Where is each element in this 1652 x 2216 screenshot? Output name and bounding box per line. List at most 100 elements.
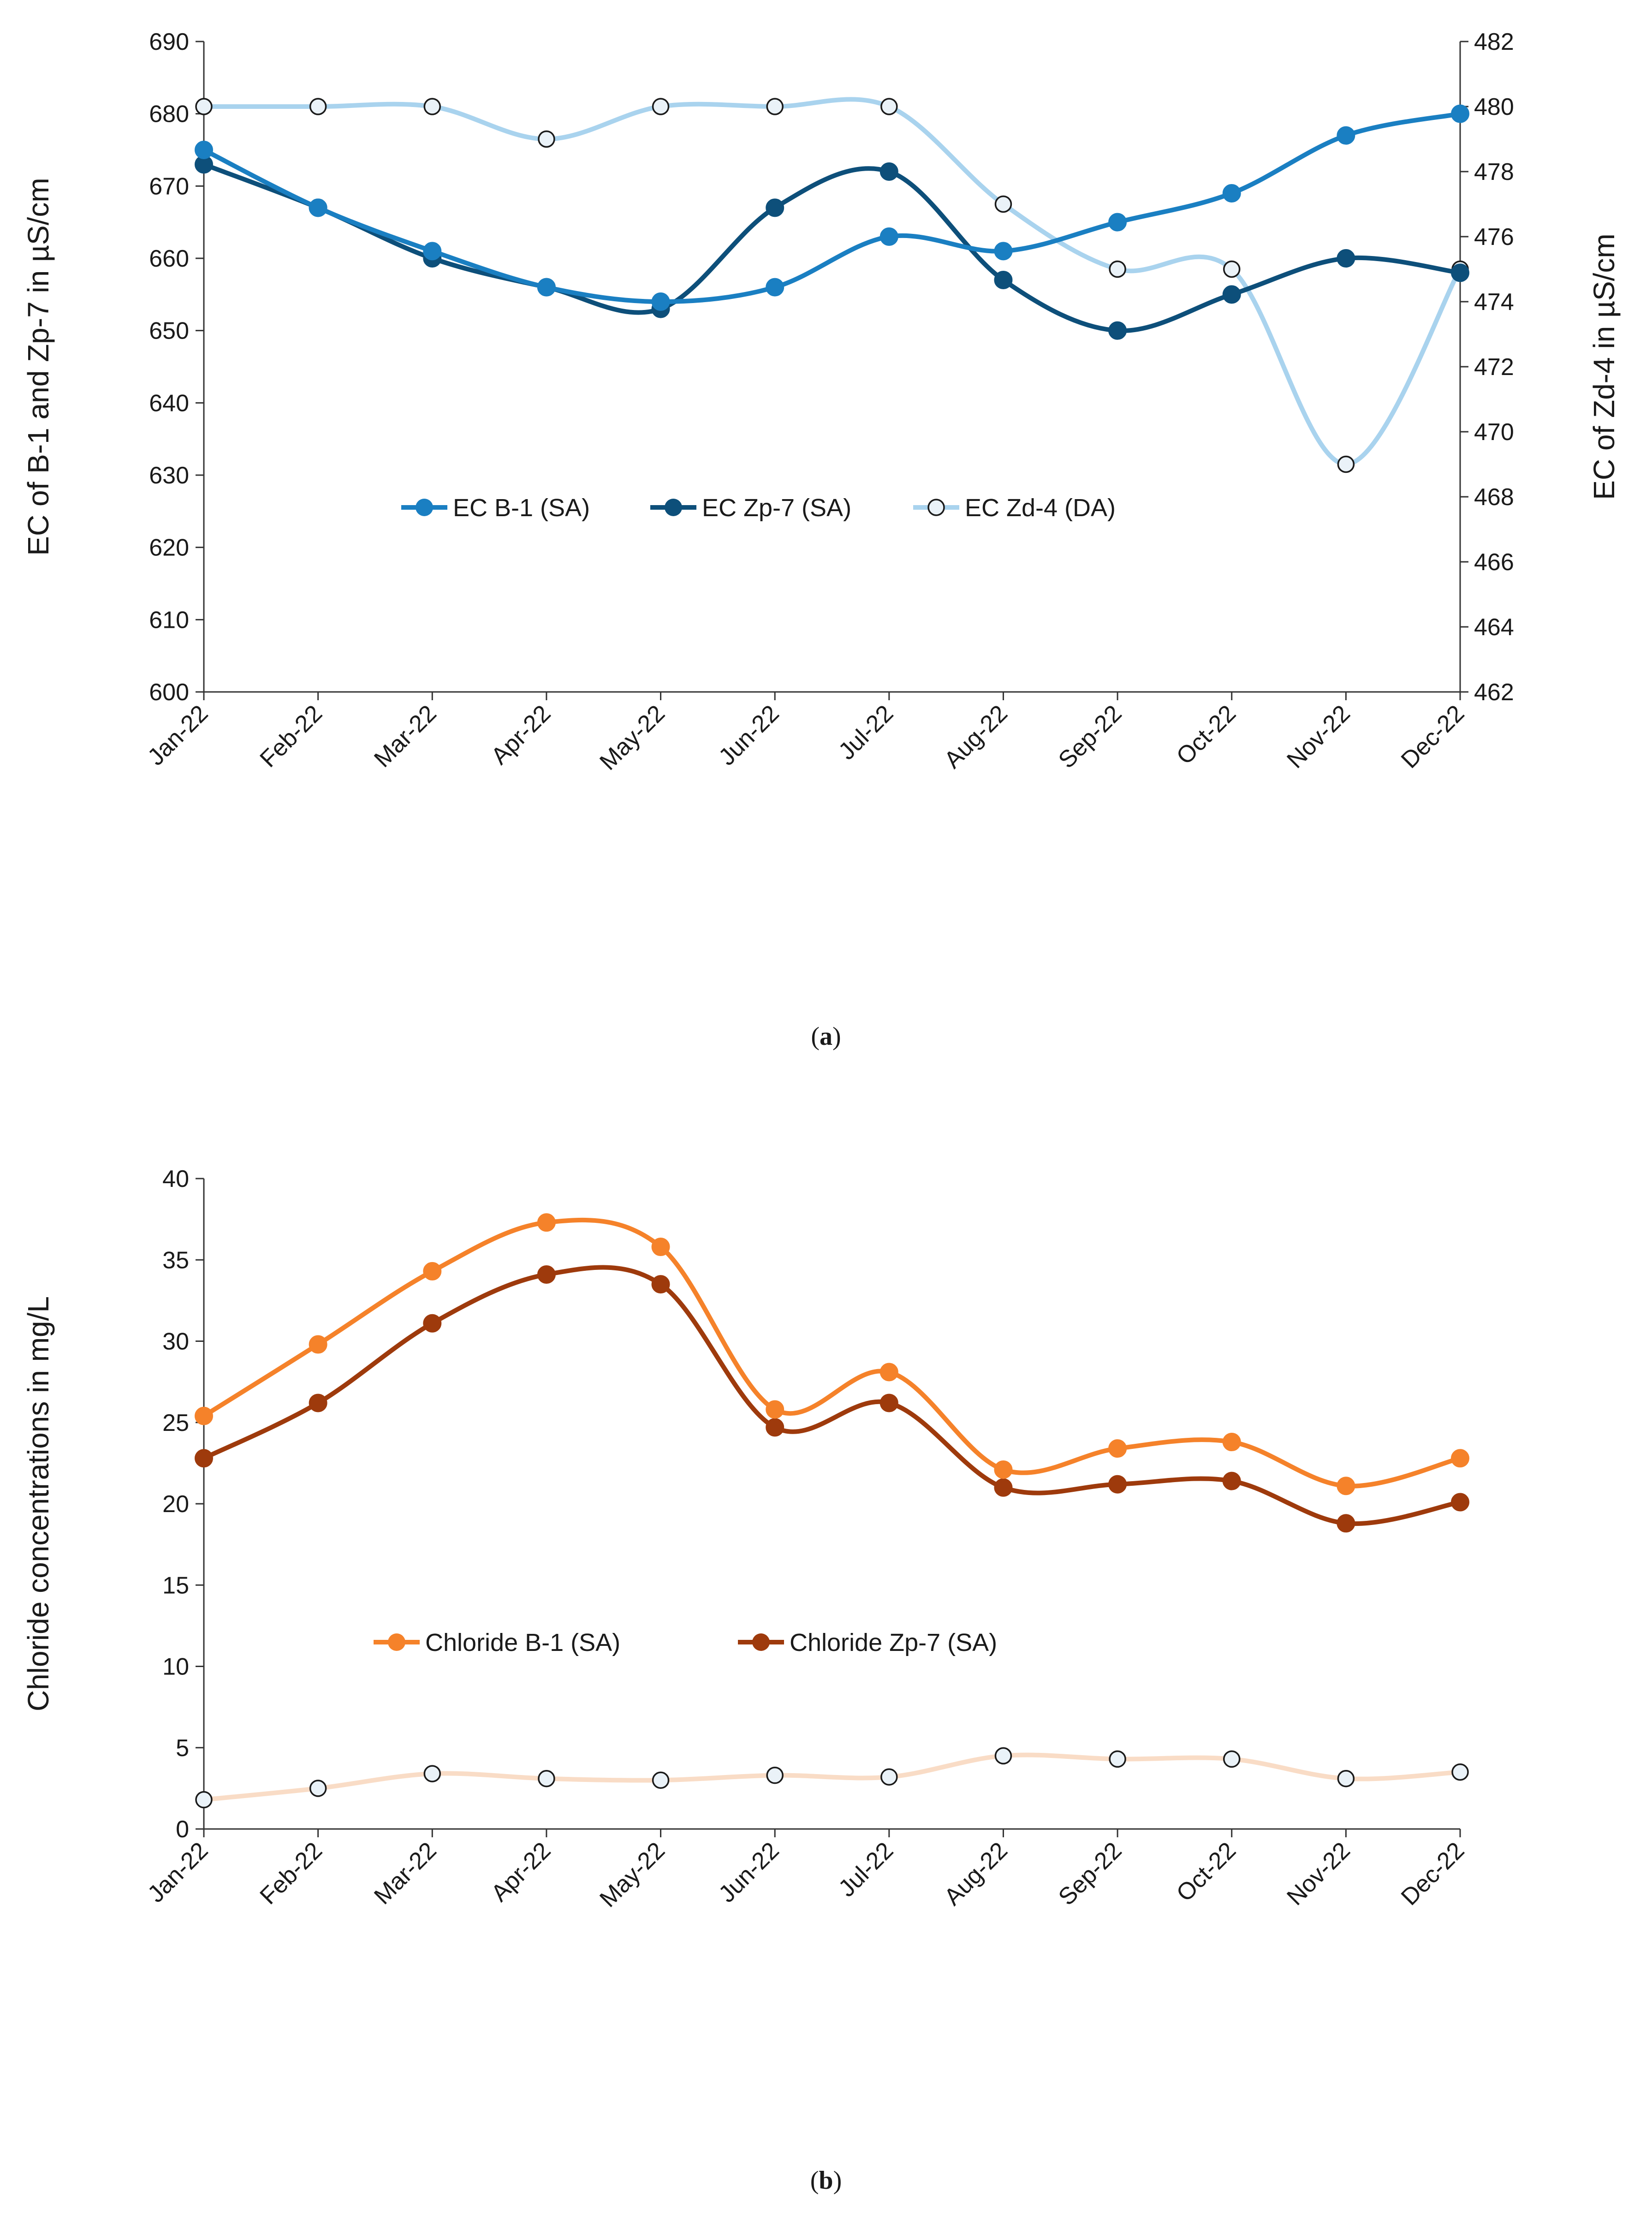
y-tick-label: 600 [149,679,189,706]
legend-entry: EC Zd-4 (DA) [913,494,1116,522]
y-axis-title: Chloride concentrations in mg/L [22,1296,55,1711]
chart-panel-b: 0 5 10 15 20 25 30 35 40 Jan-22 Feb-22 Mar-22 Apr-22… [22,1166,1469,2195]
y-axis-title: EC of B-1 and Zp-7 in µS/cm [22,178,55,555]
data-point [309,1394,327,1412]
data-point [652,98,670,115]
panel-label-letter: b [819,2166,833,2195]
data-point [1337,126,1355,145]
panel-label-letter: a [820,1022,832,1051]
x-tick-label: Jul-22 [833,1837,898,1902]
x-tick-label: Jan-22 [143,1837,213,1907]
data-point [651,292,670,311]
y-tick-label: 5 [176,1735,189,1762]
data-point [880,98,898,115]
x-tick-label: Nov-22 [1282,700,1355,774]
data-point [879,227,898,246]
y2-tick-label: 482 [1474,29,1514,55]
data-point [195,1791,213,1809]
data-point [1337,1769,1355,1787]
y-tick-label: 610 [149,607,189,633]
data-point [766,98,784,115]
x-tick-label: Oct-22 [1171,700,1241,769]
data-point [652,1771,670,1789]
legend-label: Chloride Zp-7 (SA) [790,1629,997,1656]
x-tick-label: Apr-22 [486,700,556,769]
x-tick-label: May-22 [594,1837,670,1912]
data-point [309,1780,327,1797]
data-point [1337,249,1355,268]
y-tick-label: 680 [149,101,189,128]
data-point [1451,1449,1469,1468]
y-tick-label: 650 [149,318,189,345]
legend-entry: Chloride Zp-7 (SA) [738,1629,997,1656]
y2-tick-label: 462 [1474,679,1514,706]
data-point [309,98,327,115]
series-line [202,1217,1462,1489]
legend-swatch-marker [927,499,945,516]
data-point [651,1275,670,1294]
series-1 [195,1265,1469,1533]
x-tick-label: May-22 [594,700,670,775]
data-point [423,98,441,115]
data-point [1108,213,1127,232]
x-tick-label: Dec-22 [1396,700,1470,774]
data-point [423,1314,442,1333]
y2-tick-label: 476 [1474,224,1514,250]
series-1 [195,155,1469,340]
y-tick-label: 690 [149,29,189,55]
y2-tick-label: 464 [1474,614,1514,641]
data-point [1108,1475,1127,1494]
data-point [1109,260,1126,278]
data-point [1222,1471,1241,1490]
data-point [537,278,556,297]
y-tick-label: 20 [162,1491,189,1518]
x-tick-label: Oct-22 [1171,1837,1241,1906]
y2-tick-label: 472 [1474,354,1514,381]
data-point [1108,321,1127,340]
y-tick-label: 30 [162,1328,189,1355]
x-tick-label: Aug-22 [939,1837,1013,1911]
data-point [1337,455,1355,473]
data-point [309,198,327,217]
x-tick-label: Sep-22 [1053,700,1127,774]
y-tick-label: 630 [149,462,189,489]
data-point [423,242,442,261]
x-tick-label: Nov-22 [1282,1837,1355,1911]
data-point [195,1406,213,1425]
data-point [651,1238,670,1257]
data-point [1222,184,1241,203]
data-point [1451,263,1469,282]
x-tick-label: Mar-22 [369,1837,441,1909]
data-point [538,1769,555,1787]
legend-swatch-marker [388,1633,405,1651]
data-point [879,1363,898,1382]
x-tick-label: Mar-22 [369,700,441,772]
data-point [1337,1477,1355,1495]
data-point [994,1747,1012,1765]
x-tick-label: Feb-22 [255,700,328,773]
data-point [537,1265,556,1284]
series-0 [195,1213,1469,1495]
data-point [766,1766,784,1784]
legend-entry: EC B-1 (SA) [401,494,590,522]
data-point [1222,285,1241,304]
x-tick-label: Aug-22 [939,700,1013,774]
y2-axis-title: EC of Zd-4 in µS/cm [1587,233,1621,500]
series-line [202,111,1462,304]
legend-entry: EC Zp-7 (SA) [650,494,851,522]
data-point [195,141,213,159]
data-point [994,1478,1013,1497]
x-tick-label: Jul-22 [833,700,898,765]
y-tick-label: 40 [162,1166,189,1192]
y-tick-label: 10 [162,1654,189,1680]
data-point [1109,1750,1126,1768]
data-point [423,1262,442,1281]
data-point [537,1213,556,1232]
data-point [309,1335,327,1354]
legend-label: EC B-1 (SA) [453,494,590,522]
x-tick-label: Jun-22 [713,700,784,770]
legend-label: EC Zp-7 (SA) [702,494,851,522]
data-point [195,98,213,115]
y2-tick-label: 468 [1474,484,1514,511]
